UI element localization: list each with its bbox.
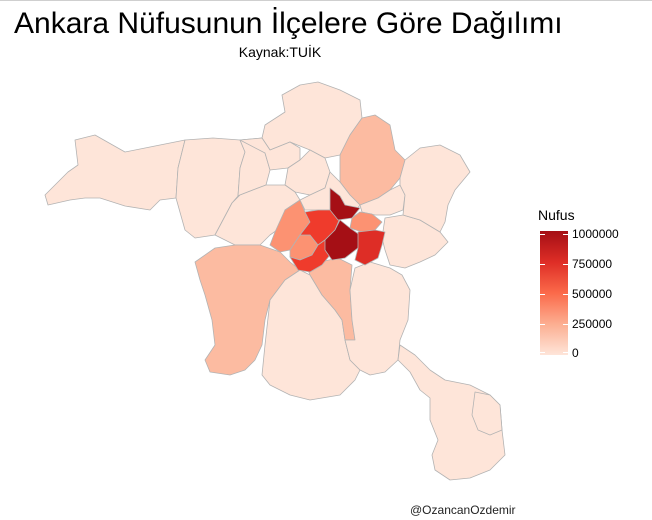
district-akyurt (359, 184, 406, 216)
legend-color-bar (540, 231, 568, 355)
district-camlidere (239, 137, 301, 171)
legend-label-1000000: 1000000 (572, 227, 619, 241)
legend-label-250000: 250000 (572, 317, 613, 331)
district-mamak (354, 229, 386, 266)
district-keciooren (329, 187, 361, 221)
chart-subtitle: Kaynak:TUİK (238, 44, 322, 60)
district-kizilcahamam (261, 81, 363, 159)
legend-label-0: 0 (572, 346, 579, 360)
legend-label-750000: 750000 (572, 257, 613, 271)
author-caption: @OzancanOzdemir (410, 503, 516, 517)
district-beypazari (44, 134, 186, 211)
district-polatli (194, 244, 301, 376)
chart-title: Ankara Nüfusunun İlçelere Göre Dağılımı (14, 7, 563, 40)
top-rule (0, 0, 652, 1)
legend-label-500000: 500000 (572, 287, 613, 301)
district-east-rural (399, 144, 471, 233)
legend-title: Nufus (538, 207, 575, 223)
district-bala (344, 261, 411, 376)
color-legend: Nufus 1000000 750000 500000 250000 0 (536, 207, 646, 360)
district-altindag (349, 211, 383, 233)
district-evren (471, 391, 503, 436)
district-sereflikochisar (397, 344, 506, 481)
